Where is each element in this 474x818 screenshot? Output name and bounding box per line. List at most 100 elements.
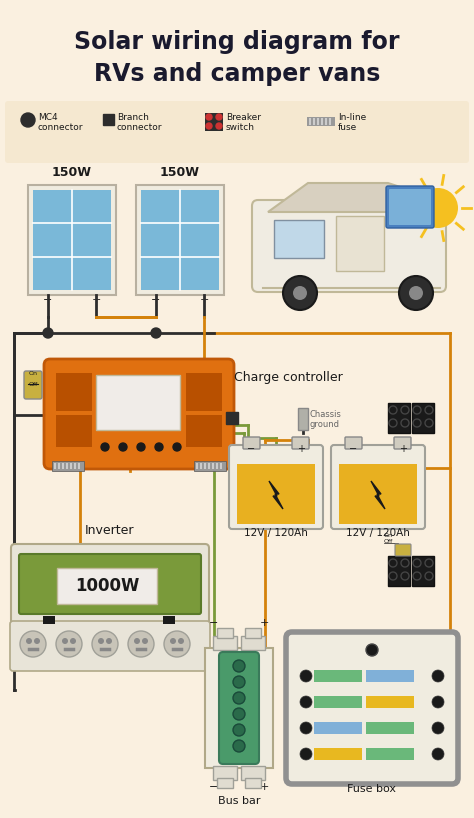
Circle shape <box>164 631 190 657</box>
Text: Breaker
switch: Breaker switch <box>226 113 261 133</box>
Text: −: − <box>43 295 53 305</box>
Circle shape <box>425 406 433 414</box>
Text: Solar wiring diagram for: Solar wiring diagram for <box>74 30 400 54</box>
Text: Fuse box: Fuse box <box>347 784 396 794</box>
Text: +: + <box>91 295 100 305</box>
Circle shape <box>413 406 421 414</box>
Bar <box>66 463 68 469</box>
Circle shape <box>178 638 184 644</box>
Text: −: − <box>151 295 161 305</box>
Bar <box>314 696 362 708</box>
FancyBboxPatch shape <box>19 554 201 614</box>
Bar <box>298 408 308 430</box>
Bar <box>141 190 219 290</box>
Bar <box>366 696 414 708</box>
Bar <box>388 403 410 433</box>
FancyBboxPatch shape <box>11 544 209 624</box>
Text: On: On <box>383 533 392 538</box>
Circle shape <box>128 631 154 657</box>
Circle shape <box>233 724 245 736</box>
Bar <box>388 556 410 586</box>
Circle shape <box>137 443 145 451</box>
Text: −: − <box>247 444 255 454</box>
FancyBboxPatch shape <box>395 544 411 556</box>
Text: +: + <box>259 618 269 628</box>
Bar <box>43 616 55 624</box>
Bar <box>136 185 224 295</box>
Bar <box>28 185 116 295</box>
Bar <box>245 628 261 638</box>
Circle shape <box>293 286 307 300</box>
Text: In-line
fuse: In-line fuse <box>338 113 366 133</box>
Bar <box>366 670 414 682</box>
Circle shape <box>432 696 444 708</box>
Bar <box>241 766 265 780</box>
Circle shape <box>425 419 433 427</box>
Bar <box>245 778 261 788</box>
Text: +: + <box>199 295 209 305</box>
Circle shape <box>399 276 433 310</box>
Circle shape <box>425 559 433 567</box>
Circle shape <box>401 572 409 580</box>
Text: 150W: 150W <box>52 166 92 179</box>
Circle shape <box>134 638 140 644</box>
Circle shape <box>155 443 163 451</box>
Bar <box>314 722 362 734</box>
Bar <box>274 220 324 258</box>
Text: 1000W: 1000W <box>75 577 139 595</box>
Circle shape <box>56 631 82 657</box>
FancyBboxPatch shape <box>394 437 411 449</box>
Bar <box>309 118 311 125</box>
FancyBboxPatch shape <box>44 359 234 469</box>
Circle shape <box>20 631 46 657</box>
Bar <box>366 722 414 734</box>
Circle shape <box>170 638 176 644</box>
Text: RVs and camper vans: RVs and camper vans <box>94 62 380 86</box>
Circle shape <box>70 638 76 644</box>
Bar <box>58 463 60 469</box>
Text: Off: Off <box>383 539 392 544</box>
Circle shape <box>389 419 397 427</box>
Circle shape <box>233 660 245 672</box>
FancyBboxPatch shape <box>252 200 446 292</box>
Polygon shape <box>371 481 385 509</box>
Bar <box>321 118 323 125</box>
FancyBboxPatch shape <box>389 189 431 225</box>
Circle shape <box>418 188 458 228</box>
Circle shape <box>413 572 421 580</box>
Polygon shape <box>269 481 283 509</box>
Circle shape <box>34 638 40 644</box>
Bar <box>57 568 157 604</box>
Bar <box>196 463 198 469</box>
Text: Bus bar: Bus bar <box>218 796 260 806</box>
Bar <box>163 616 175 624</box>
Circle shape <box>106 638 112 644</box>
Circle shape <box>26 638 32 644</box>
Circle shape <box>92 631 118 657</box>
Bar <box>186 415 222 447</box>
Bar <box>213 636 237 650</box>
Circle shape <box>401 559 409 567</box>
Circle shape <box>119 443 127 451</box>
Bar <box>74 463 76 469</box>
Circle shape <box>216 114 222 120</box>
Circle shape <box>425 572 433 580</box>
Circle shape <box>151 328 161 338</box>
Circle shape <box>432 748 444 760</box>
Circle shape <box>432 722 444 734</box>
Text: Chassis
ground: Chassis ground <box>310 410 342 429</box>
FancyBboxPatch shape <box>229 445 323 529</box>
Bar <box>200 463 202 469</box>
Bar <box>56 415 92 447</box>
Circle shape <box>409 286 423 300</box>
Text: +: + <box>399 444 407 454</box>
FancyBboxPatch shape <box>10 621 210 671</box>
Bar <box>205 113 223 131</box>
FancyBboxPatch shape <box>345 437 362 449</box>
Circle shape <box>389 559 397 567</box>
Circle shape <box>300 696 312 708</box>
Text: +: + <box>259 782 269 792</box>
Bar <box>78 463 80 469</box>
FancyBboxPatch shape <box>5 101 469 163</box>
Polygon shape <box>268 183 440 212</box>
